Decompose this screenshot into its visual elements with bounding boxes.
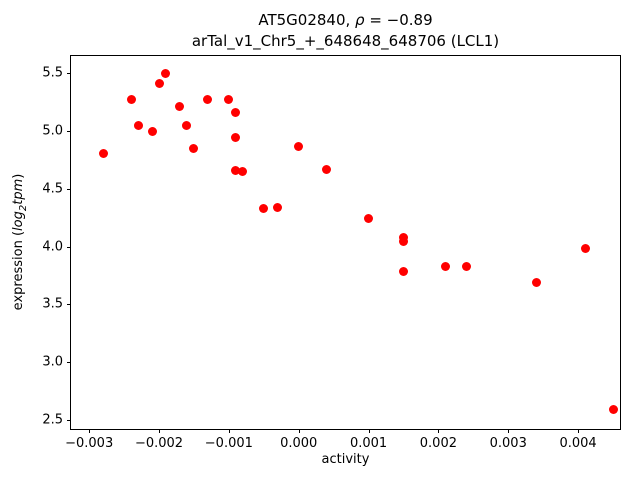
scatter-point bbox=[126, 95, 136, 105]
y-tick-mark bbox=[67, 131, 71, 133]
x-tick-mark bbox=[578, 429, 580, 433]
x-tick-mark bbox=[508, 429, 510, 433]
x-tick-label: 0.000 bbox=[280, 436, 318, 451]
chart-title-line2: arTal_v1_Chr5_+_648648_648706 (LCL1) bbox=[191, 32, 500, 50]
scatter-point bbox=[608, 404, 618, 414]
y-tick-label: 3.0 bbox=[42, 354, 63, 370]
scatter-point bbox=[154, 79, 164, 89]
y-tick-mark bbox=[67, 73, 71, 75]
scatter-point bbox=[364, 214, 374, 224]
y-tick-label: 5.0 bbox=[42, 123, 63, 139]
x-tick-mark bbox=[368, 429, 370, 433]
y-tick-mark bbox=[67, 246, 71, 248]
scatter-point bbox=[231, 133, 241, 143]
y-tick-mark bbox=[67, 188, 71, 190]
x-tick-label: 0.003 bbox=[489, 436, 527, 451]
scatter-point bbox=[398, 267, 408, 277]
scatter-point bbox=[398, 232, 408, 242]
scatter-point bbox=[231, 165, 241, 175]
x-tick-mark bbox=[228, 429, 230, 433]
x-tick-label: 0.004 bbox=[559, 436, 597, 451]
x-tick-mark bbox=[89, 429, 91, 433]
scatter-point bbox=[182, 120, 192, 130]
chart-title: AT5G02840, ρ = −0.89 arTal_v1_Chr5_+_648… bbox=[70, 10, 621, 52]
scatter-point bbox=[531, 277, 541, 287]
scatter-point bbox=[147, 126, 157, 136]
x-tick-label: −0.001 bbox=[204, 436, 253, 451]
plot-area: −0.003 −0.002 −0.001 0.000 0.001 0.002 0.003 0.… bbox=[42, 55, 621, 451]
y-tick-label: 5.5 bbox=[42, 65, 63, 81]
y-tick-label: 4.0 bbox=[42, 239, 63, 255]
scatter-point bbox=[322, 164, 332, 174]
scatter-point bbox=[189, 143, 199, 153]
x-tick-mark bbox=[298, 429, 300, 433]
x-tick-label: 0.001 bbox=[349, 436, 388, 451]
y-tick-label: 2.5 bbox=[42, 412, 63, 428]
x-tick-label: −0.002 bbox=[134, 436, 184, 451]
x-tick-mark bbox=[159, 429, 160, 433]
scatter-point bbox=[294, 141, 304, 151]
scatter-point bbox=[273, 202, 283, 212]
scatter-point bbox=[175, 102, 185, 112]
scatter-point bbox=[161, 68, 171, 78]
x-tick-label: −0.003 bbox=[65, 436, 114, 451]
y-axis-label: expression (log2tpm) bbox=[11, 173, 29, 311]
scatter-point bbox=[461, 261, 471, 271]
y-tick-label: 4.5 bbox=[42, 181, 63, 197]
scatter-point bbox=[98, 148, 108, 158]
y-tick-mark bbox=[67, 362, 71, 364]
chart-title-line1: AT5G02840, ρ = −0.89 bbox=[258, 11, 433, 29]
scatter-point bbox=[580, 244, 590, 254]
rho-symbol: ρ bbox=[355, 11, 365, 29]
scatter-point bbox=[231, 108, 241, 118]
scatter-point bbox=[398, 237, 408, 247]
x-tick-mark bbox=[438, 429, 440, 433]
scatter-point bbox=[259, 203, 269, 213]
y-tick-mark bbox=[67, 304, 71, 306]
scatter-point bbox=[238, 166, 248, 176]
scatter-point bbox=[203, 95, 213, 105]
scatter-point bbox=[133, 120, 143, 130]
x-axis-label: activity bbox=[321, 452, 370, 467]
scatter-point bbox=[440, 261, 450, 271]
y-tick-label: 3.5 bbox=[42, 296, 63, 312]
scatter-point bbox=[224, 95, 234, 105]
y-tick-mark bbox=[67, 419, 71, 421]
x-tick-label: 0.002 bbox=[419, 436, 457, 451]
